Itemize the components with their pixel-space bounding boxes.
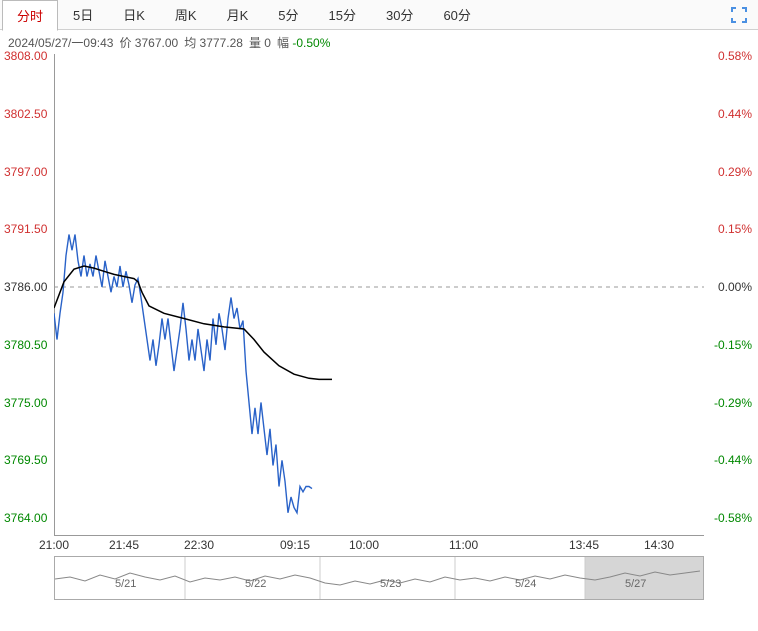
y-left-label: 3808.00 [4,49,47,63]
overview-strip[interactable]: 5/21 5/22 5/23 5/24 5/27 [0,554,758,604]
info-volume: 量 0 [249,34,271,51]
y-right-label: -0.58% [714,511,752,525]
x-label: 21:00 [39,538,69,552]
y-left-label: 3797.00 [4,165,47,179]
info-price: 价 3767.00 [119,34,178,51]
y-right-label: -0.15% [714,338,752,352]
y-right-label: 0.58% [718,49,752,63]
y-right-label: -0.29% [714,396,752,410]
y-left-label: 3780.50 [4,338,47,352]
info-date: 2024/05/27/一09:43 [8,34,113,51]
y-left-label: 3791.50 [4,222,47,236]
x-label: 11:00 [449,538,478,552]
x-label: 21:45 [109,538,139,552]
y-right-label: 0.15% [718,222,752,236]
y-left-label: 3775.00 [4,396,47,410]
info-bar: 2024/05/27/一09:43 价 3767.00 均 3777.28 量 … [0,30,758,54]
overview-date-label: 5/23 [380,578,401,590]
tab-5min[interactable]: 5分 [263,0,313,30]
tab-intraday[interactable]: 分时 [2,0,58,31]
info-avg: 均 3777.28 [184,34,243,51]
tab-60min[interactable]: 60分 [428,0,485,30]
y-right-label: 0.29% [718,165,752,179]
x-label: 10:00 [349,538,379,552]
info-range: 幅 -0.50% [277,34,330,51]
overview-date-label: 5/21 [115,578,136,590]
tab-15min[interactable]: 15分 [314,0,371,30]
chart-border [54,535,704,536]
x-label: 14:30 [644,538,674,552]
tab-monthly-k[interactable]: 月K [212,0,264,30]
x-label: 22:30 [184,538,214,552]
tab-30min[interactable]: 30分 [371,0,428,30]
y-right-label: 0.00% [718,280,752,294]
overview-date-label: 5/22 [245,578,266,590]
overview-date-label: 5/27 [625,578,646,590]
y-left-label: 3802.50 [4,107,47,121]
tab-5day[interactable]: 5日 [58,0,108,30]
overview-canvas [55,557,703,599]
overview-date-label: 5/24 [515,578,536,590]
y-left-label: 3769.50 [4,453,47,467]
tab-daily-k[interactable]: 日K [108,0,160,30]
tab-weekly-k[interactable]: 周K [160,0,212,30]
y-right-label: 0.44% [718,107,752,121]
y-right-label: -0.44% [714,453,752,467]
y-left-label: 3764.00 [4,511,47,525]
x-label: 13:45 [569,538,599,552]
expand-icon[interactable] [730,6,748,24]
x-label: 09:15 [280,538,310,552]
chart-canvas [54,56,704,518]
price-chart: 3808.000.58%3802.500.44%3797.000.29%3791… [0,54,758,554]
timeframe-tabs: 分时 5日 日K 周K 月K 5分 15分 30分 60分 [0,0,758,30]
y-left-label: 3786.00 [4,280,47,294]
